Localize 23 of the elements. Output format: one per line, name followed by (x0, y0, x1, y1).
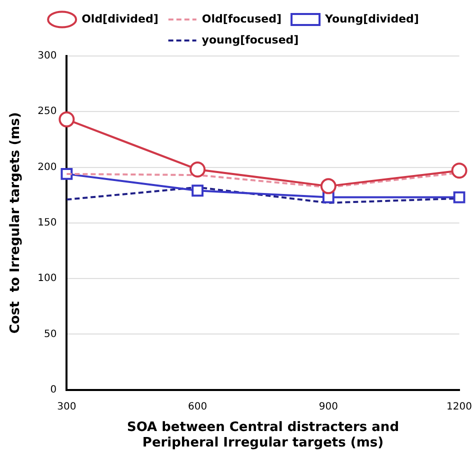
point (320, 178, 336, 194)
y-tick-label: 100 (38, 273, 57, 284)
legend-label: young[focused] (202, 33, 299, 46)
point (451, 162, 468, 179)
x-tick-label: 900 (318, 401, 338, 412)
point (58, 111, 75, 128)
point (190, 161, 206, 178)
y-axis-title: Cost to Irregular targets (ms) (8, 112, 24, 334)
y-tick-label: 50 (44, 328, 57, 340)
x-tick-label: 1200 (446, 401, 472, 412)
y-tick-label: 300 (38, 50, 57, 62)
y-tick-label: 150 (38, 217, 57, 228)
x-tick-label: 300 (57, 401, 76, 412)
x-axis-title: SOA between Central distracters and Peripheral Irregular targets (ms) (126, 420, 400, 451)
y-tick-label: 0 (50, 384, 57, 396)
y-tick-label: 200 (38, 162, 57, 173)
legend-label: Old[divided] (82, 12, 158, 26)
point (453, 191, 466, 204)
legend-label: Young[divided] (324, 12, 419, 26)
legend-label: Old[focused] (202, 12, 282, 26)
y-tick-label: 250 (38, 106, 57, 118)
x-tick-label: 600 (188, 401, 208, 412)
point (192, 184, 204, 197)
